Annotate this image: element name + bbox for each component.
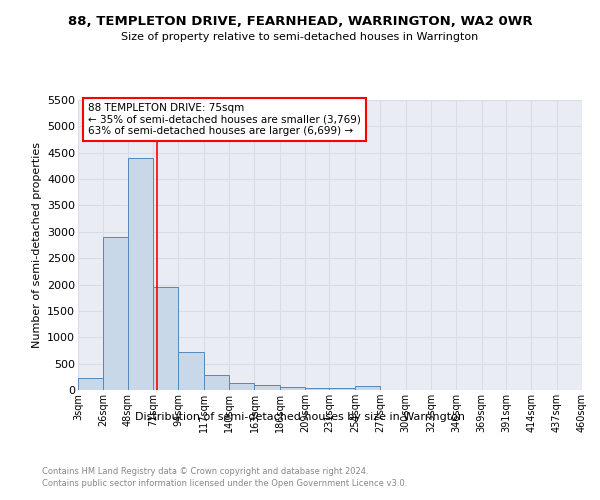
- Text: Distribution of semi-detached houses by size in Warrington: Distribution of semi-detached houses by …: [135, 412, 465, 422]
- Bar: [103, 237, 128, 390]
- Bar: [280, 387, 305, 390]
- Text: Contains public sector information licensed under the Open Government Licence v3: Contains public sector information licen…: [42, 479, 407, 488]
- Bar: [329, 388, 355, 390]
- Text: 88 TEMPLETON DRIVE: 75sqm
← 35% of semi-detached houses are smaller (3,769)
63% : 88 TEMPLETON DRIVE: 75sqm ← 35% of semi-…: [88, 103, 361, 136]
- Y-axis label: Number of semi-detached properties: Number of semi-detached properties: [32, 142, 41, 348]
- Text: 88, TEMPLETON DRIVE, FEARNHEAD, WARRINGTON, WA2 0WR: 88, TEMPLETON DRIVE, FEARNHEAD, WARRINGT…: [68, 15, 532, 28]
- Bar: [78, 378, 103, 390]
- Bar: [355, 386, 380, 390]
- Bar: [229, 383, 254, 390]
- Bar: [128, 158, 153, 390]
- Bar: [254, 386, 280, 390]
- Bar: [305, 388, 329, 390]
- Text: Size of property relative to semi-detached houses in Warrington: Size of property relative to semi-detach…: [121, 32, 479, 42]
- Text: Contains HM Land Registry data © Crown copyright and database right 2024.: Contains HM Land Registry data © Crown c…: [42, 468, 368, 476]
- Bar: [204, 375, 229, 390]
- Bar: [178, 352, 204, 390]
- Bar: [153, 287, 178, 390]
